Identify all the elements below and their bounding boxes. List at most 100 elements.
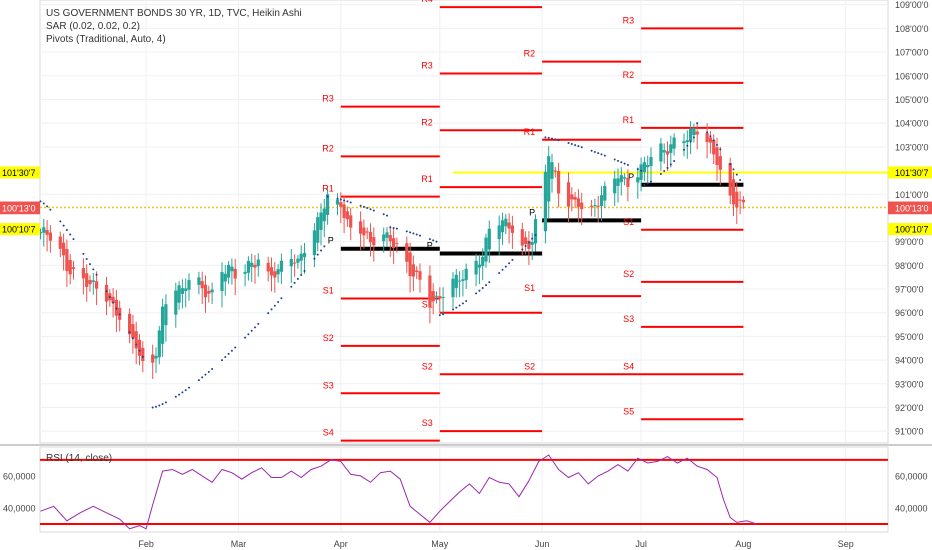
candle-body [599,195,604,206]
candle [510,215,514,250]
sar-dot [395,227,398,230]
candle-body [672,137,676,149]
candle [322,198,326,238]
main-pane [39,0,889,444]
candle-body [65,248,69,272]
price-tag-right-label: 100'10'7 [895,225,928,235]
sar-dot [128,331,131,334]
sar-dot [735,173,738,176]
candle-body [68,260,72,275]
price-tag-left [0,202,40,215]
pivot-label-r2: R2 [322,143,334,153]
sar-dot [320,249,322,252]
candle [256,253,260,277]
rsi-tick-label-right: 40,0000 [895,503,928,513]
candle-body [428,275,432,307]
sar-dot [369,208,372,211]
candle-body [682,141,686,144]
candle [718,146,722,186]
candle [431,283,435,315]
candle [273,262,277,293]
x-tick-label: Aug [735,539,751,549]
chart-title: US GOVERNMENT BONDS 30 YR, 1D, TVC, Heik… [46,8,302,19]
candle-body [487,228,491,250]
candle-body [319,212,323,230]
y-tick-label: 94'00'0 [895,356,923,366]
candle-body [45,230,49,235]
candle-body [520,229,524,246]
sar-dot [659,173,662,176]
candle [342,195,346,234]
candle [504,213,508,235]
x-tick-label: May [431,539,449,549]
price-tag-left-label: 100'13'0 [2,204,35,214]
candle [91,272,95,295]
sar-dot [230,349,233,352]
sar-dot [382,213,385,216]
pivot-label-r2: R2 [623,70,635,80]
candle-body [111,296,115,304]
candle [665,141,670,171]
candle-body [227,264,231,278]
candle-body [269,267,274,276]
candle-body [200,281,204,289]
sar-dot [620,161,623,164]
candle-body [273,271,277,278]
candle-body [484,237,488,262]
sar-dot [419,234,421,237]
sar-dot [716,143,718,146]
sar-dot [181,391,184,394]
sar-dot [557,139,560,142]
pivot-label-r1: R1 [623,115,635,125]
sar-dots [39,122,742,409]
sar-dot [323,245,326,248]
candle [385,226,389,247]
candle-body [256,259,260,267]
pivot-label-s4: S4 [323,428,334,438]
candle-body [335,199,340,205]
sar-dot [270,308,273,311]
candle-body [342,204,346,219]
sar-dot [511,258,514,261]
candle [200,271,204,305]
sar-dot [465,299,468,302]
candle-body [296,258,300,263]
candle [276,264,280,283]
pivot-label-r3: R3 [421,60,433,70]
y-tick-label: 104'00'0 [895,119,928,129]
candle [642,156,646,182]
candle [418,263,422,293]
sar-dot [316,253,319,256]
pivot-label-r2: R2 [524,49,536,59]
price-tag-right-label: 100'13'0 [895,204,928,214]
candle-body [454,274,458,288]
sar-dot [49,208,52,211]
sar-dot [273,304,276,307]
sar-dot [42,202,45,205]
candle-body [639,164,643,180]
candle-body [669,144,673,153]
y-tick-label: 106'00'0 [895,71,928,81]
candle-body [500,220,505,233]
candle [405,236,409,273]
candle [454,269,458,298]
y-tick-label: 97'00'0 [895,285,923,295]
candle [164,294,168,342]
candle-body [48,232,52,241]
candle-body [95,281,99,289]
candle [104,276,109,315]
sar-dot [719,148,722,151]
candle-body [253,264,257,268]
candle [243,264,247,287]
candle-body [349,215,353,228]
sar-dot [108,295,111,298]
candle [81,258,85,295]
candle-body [184,288,188,292]
candle-body [543,171,547,232]
pivot-label-r4: R4 [421,0,433,4]
sar-dot [508,262,511,265]
candle [184,278,188,308]
candle [293,254,297,277]
candle-body [385,232,389,238]
